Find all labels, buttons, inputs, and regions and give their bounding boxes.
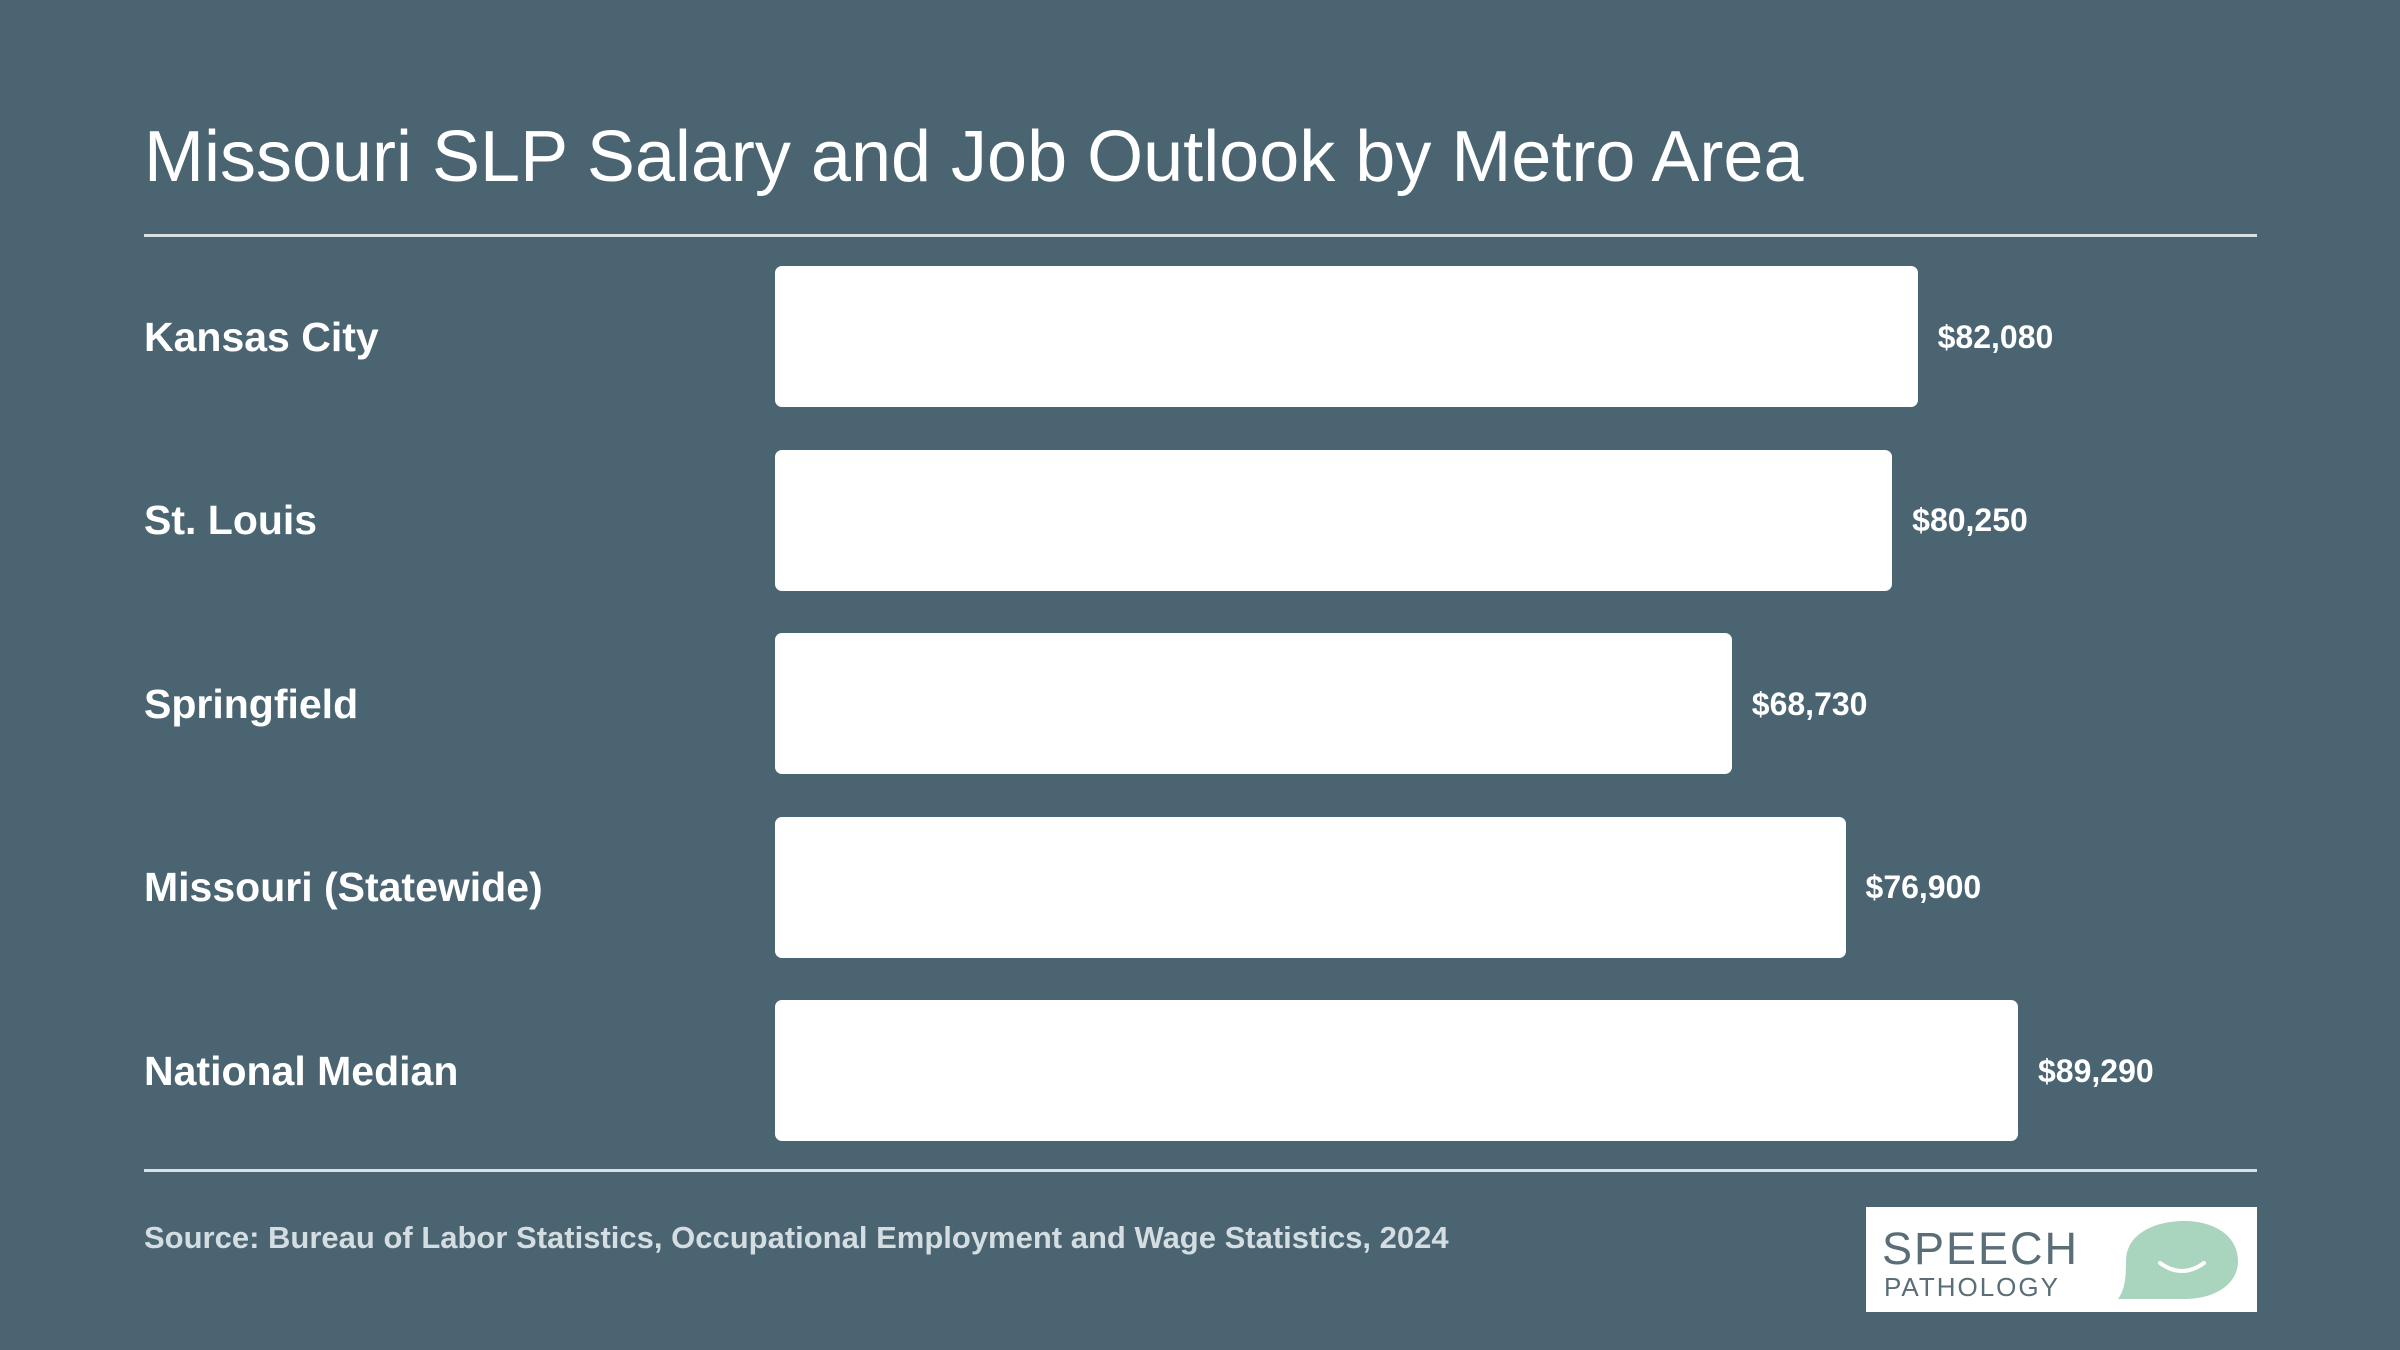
speech-pathology-logo: SPEECH PATHOLOGY [1866, 1207, 2257, 1312]
category-label: St. Louis [144, 497, 318, 543]
source-note: Source: Bureau of Labor Statistics, Occu… [144, 1220, 1449, 1255]
category-label: Springfield [144, 680, 359, 727]
title-divider [144, 234, 2257, 237]
bar [775, 816, 1846, 958]
bar [775, 1000, 2018, 1141]
footer-divider [144, 1169, 2257, 1172]
chart-title: Missouri SLP Salary and Job Outlook by M… [144, 117, 1804, 197]
speech-bubble-smile-icon [2118, 1221, 2238, 1299]
value-label: $80,250 [1912, 502, 2028, 538]
value-label: $82,080 [1937, 318, 2054, 355]
bar [775, 449, 1893, 591]
bar [775, 266, 1918, 407]
category-label: National Median [144, 1047, 459, 1094]
logo-word-pathology: PATHOLOGY [1884, 1272, 2060, 1302]
category-label: Missouri (Statewide) [144, 864, 543, 910]
logo-word-speech: SPEECH [1882, 1223, 2080, 1274]
value-label: $68,730 [1751, 685, 1868, 722]
bar [775, 633, 1732, 774]
category-label: Kansas City [144, 313, 379, 360]
value-label: $89,290 [2038, 1052, 2154, 1089]
value-label: $76,900 [1865, 869, 1982, 905]
